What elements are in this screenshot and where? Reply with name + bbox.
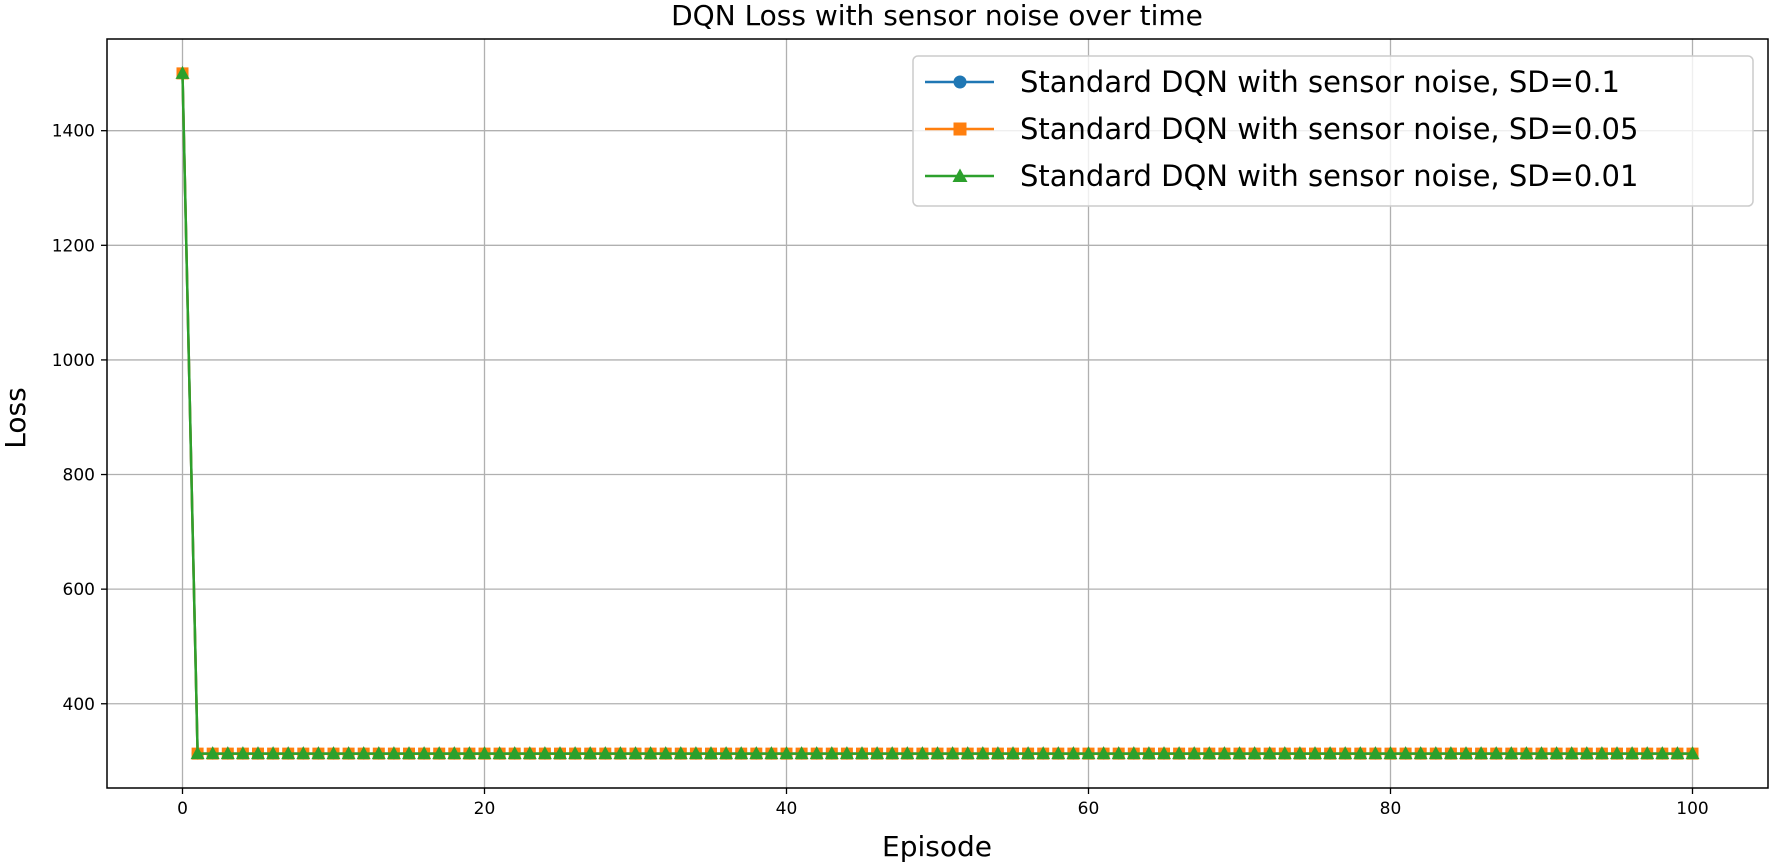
x-tick-label: 40 [776,799,798,819]
tick-labels: 0 20 40 60 80 100 400 600 800 1000 1200 1400 [52,122,1709,819]
y-tick-label: 1200 [52,236,95,256]
x-tick-label: 0 [177,799,188,819]
y-tick-label: 1000 [52,351,95,371]
legend-label: Standard DQN with sensor noise, SD=0.05 [1020,112,1638,146]
axes-frame [106,38,1769,789]
x-tick-label: 80 [1380,799,1402,819]
y-tick-label: 800 [63,466,95,486]
circle-marker-icon [953,75,967,89]
chart-title: DQN Loss with sensor noise over time [671,0,1203,32]
triangle-marker-icon [952,168,968,182]
legend-box [912,55,1754,207]
data-series [175,65,1700,760]
square-marker-icon [953,122,967,136]
legend-item-sd-0.01: Standard DQN with sensor noise, SD=0.01 [925,159,1638,193]
legend-item-sd-0.05: Standard DQN with sensor noise, SD=0.05 [925,112,1638,146]
y-tick-label: 600 [63,580,95,600]
axes [101,38,1769,794]
legend-item-sd-0.1: Standard DQN with sensor noise, SD=0.1 [925,65,1620,99]
legend: Standard DQN with sensor noise, SD=0.1 S… [912,55,1754,207]
y-axis-label: Loss [0,387,32,448]
legend-label: Standard DQN with sensor noise, SD=0.1 [1020,65,1620,99]
y-tick-label: 1400 [52,122,95,142]
y-tick-label: 400 [63,695,95,715]
legend-label: Standard DQN with sensor noise, SD=0.01 [1020,159,1638,193]
x-axis-label: Episode [882,830,992,863]
x-tick-label: 100 [1676,799,1708,819]
x-tick-label: 20 [474,799,496,819]
series-triangle [175,65,1700,760]
x-tick-label: 60 [1078,799,1100,819]
